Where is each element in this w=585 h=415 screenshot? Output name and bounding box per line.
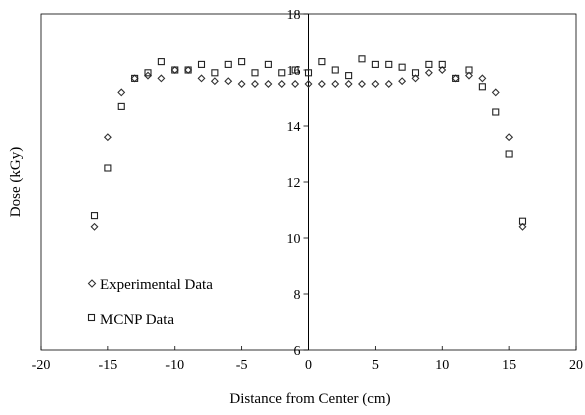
mcnp-data-point: [184, 66, 192, 74]
experimental-data-point: [103, 133, 112, 142]
y-tick-label: 8: [294, 288, 301, 303]
mcnp-data-point: [224, 60, 232, 68]
mcnp-data-point: [251, 69, 259, 77]
axes-layer: [40, 13, 577, 351]
experimental-data-point: [358, 80, 366, 88]
legend-marker-square: [87, 313, 96, 322]
x-axis-title: Distance from Center (cm): [229, 391, 390, 407]
mcnp-data-point: [171, 66, 179, 74]
mcnp-data-point: [278, 69, 286, 77]
mcnp-data-point: [505, 150, 513, 158]
y-tick-label: 6: [294, 344, 301, 359]
mcnp-data-point: [117, 102, 125, 110]
experimental-data-point: [277, 80, 286, 88]
mcnp-data-point: [438, 60, 446, 68]
mcnp-data-point: [385, 60, 393, 68]
experimental-data-point: [170, 66, 179, 74]
mcnp-data-point: [318, 58, 326, 66]
legend-marker-diamond: [87, 279, 97, 288]
experimental-data-point: [144, 71, 152, 80]
experimental-data-point: [210, 77, 219, 86]
y-tick-label: 10: [287, 232, 301, 247]
y-axis-title: Dose (kGy): [8, 147, 24, 217]
mcnp-data-point: [304, 69, 313, 77]
mcnp-data-point: [358, 55, 366, 63]
mcnp-data-point: [345, 72, 353, 80]
experimental-data-point: [184, 66, 193, 74]
experimental-data-point: [518, 222, 527, 231]
mcnp-data-point: [478, 83, 486, 91]
x-tick-label: 15: [502, 358, 516, 373]
mcnp-data-point: [90, 212, 99, 220]
mcnp-data-point: [398, 63, 406, 71]
experimental-data-point: [371, 80, 380, 88]
mcnp-data-point: [452, 74, 460, 82]
experimental-data-point: [411, 74, 420, 83]
mcnp-data-point: [211, 69, 219, 77]
experimental-data-point: [465, 71, 473, 80]
experimental-data-point: [491, 88, 500, 97]
mcnp-data-point: [197, 60, 206, 68]
mcnp-data-point: [411, 69, 420, 77]
experimental-data-point: [317, 80, 326, 88]
experimental-data-point: [197, 74, 206, 83]
experimental-data-point: [451, 74, 460, 83]
mcnp-data-point: [291, 66, 299, 74]
experimental-data-point: [117, 88, 126, 97]
data-points-layer: [90, 55, 527, 231]
y-tick-label: 16: [287, 64, 301, 79]
mcnp-data-point: [492, 108, 500, 116]
mcnp-data-point: [425, 60, 433, 68]
mcnp-data-point: [465, 66, 473, 74]
legend-item-experimental: Experimental Data: [87, 277, 213, 293]
x-tick-label: 20: [569, 358, 583, 373]
experimental-data-point: [304, 80, 313, 88]
experimental-data-point: [438, 66, 447, 74]
experimental-data-point: [331, 80, 340, 88]
mcnp-data-point: [104, 164, 112, 172]
mcnp-data-point: [144, 69, 152, 77]
x-tick-label: -5: [236, 358, 248, 373]
experimental-data-point: [398, 77, 407, 86]
y-tick-label: 14: [287, 120, 301, 135]
experimental-data-point: [157, 74, 166, 83]
legend: Experimental Data MCNP Data: [87, 277, 213, 328]
tick-labels-layer: -20 -15 -10 -5 0 5 10 15 20 6 8 10 12 14 16 18: [32, 8, 583, 373]
mcnp-data-point: [157, 58, 165, 66]
y-tick-label: 18: [287, 8, 301, 23]
x-tick-label: 10: [435, 358, 449, 373]
x-tick-label: -10: [165, 358, 184, 373]
x-tick-label: -15: [99, 358, 118, 373]
legend-item-mcnp: MCNP Data: [87, 312, 174, 328]
experimental-data-point: [130, 74, 139, 83]
experimental-data-point: [224, 77, 233, 86]
legend-label-experimental: Experimental Data: [100, 277, 213, 293]
mcnp-data-point: [518, 217, 527, 225]
experimental-data-point: [478, 74, 487, 83]
mcnp-data-point: [331, 66, 339, 74]
y-tick-label: 12: [287, 176, 301, 191]
experimental-data-point: [251, 80, 259, 88]
mcnp-data-point: [238, 58, 246, 66]
experimental-data-point: [344, 80, 353, 88]
experimental-data-point: [291, 80, 300, 88]
experimental-data-point: [237, 80, 246, 88]
x-tick-label: -20: [32, 358, 51, 373]
experimental-data-point: [505, 133, 514, 142]
experimental-data-point: [264, 80, 273, 88]
mcnp-data-point: [264, 60, 272, 68]
experimental-data-point: [424, 68, 433, 77]
mcnp-data-point: [371, 60, 379, 68]
legend-label-mcnp: MCNP Data: [100, 312, 174, 328]
x-tick-label: 0: [305, 358, 312, 373]
experimental-data-point: [384, 80, 393, 88]
x-tick-label: 5: [372, 358, 379, 373]
experimental-data-point: [90, 222, 99, 231]
mcnp-data-point: [131, 74, 139, 82]
